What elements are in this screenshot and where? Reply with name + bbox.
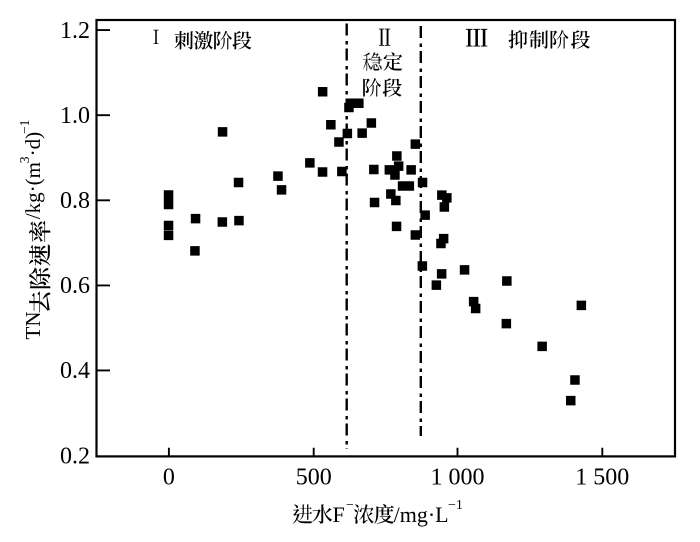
svg-text:·d): ·d) <box>21 132 45 157</box>
svg-text:1.0: 1.0 <box>60 103 90 129</box>
svg-text:0.8: 0.8 <box>60 188 90 214</box>
svg-text:0.2: 0.2 <box>60 443 90 469</box>
svg-text:/kg·(m: /kg·(m <box>21 162 45 219</box>
svg-text:0.4: 0.4 <box>60 358 90 384</box>
svg-text:3: 3 <box>17 156 32 163</box>
svg-text:−: − <box>346 498 354 513</box>
svg-text:1 000: 1 000 <box>431 465 485 491</box>
svg-text:1 500: 1 500 <box>575 465 629 491</box>
svg-text:0: 0 <box>163 465 175 491</box>
svg-text:F: F <box>333 502 345 527</box>
svg-text:1.2: 1.2 <box>60 18 90 44</box>
svg-text:−1: −1 <box>448 498 463 513</box>
svg-text:/mg·L: /mg·L <box>394 502 449 527</box>
svg-text:500: 500 <box>296 465 332 491</box>
svg-text:−1: −1 <box>17 120 32 134</box>
svg-text:TN: TN <box>21 312 45 340</box>
svg-text:0.6: 0.6 <box>60 273 90 299</box>
